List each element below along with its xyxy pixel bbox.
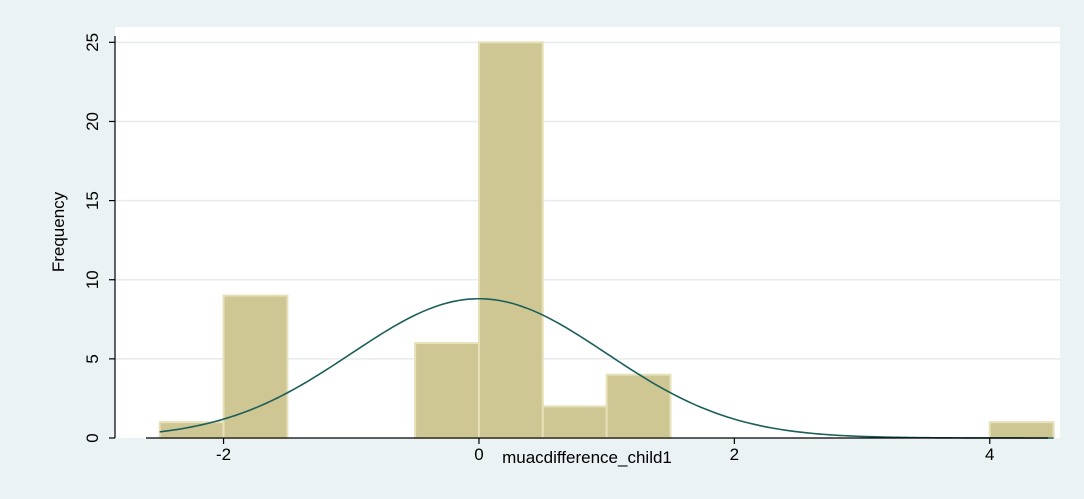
x-tick-label-2: 2 <box>730 445 739 464</box>
histogram-bar-4 <box>541 405 608 440</box>
y-tick-label-0: 0 <box>83 433 102 442</box>
histogram-bar-5 <box>605 373 672 439</box>
y-tick-label-10: 10 <box>83 270 102 289</box>
x-tick-label--2: -2 <box>216 445 231 464</box>
histogram-bars <box>158 41 1055 440</box>
x-tick-label-4: 4 <box>985 445 994 464</box>
histogram-bar-3 <box>477 41 544 439</box>
histogram-bar-2 <box>414 342 480 439</box>
y-axis-title: Frequency <box>49 191 68 272</box>
y-tick-label-25: 25 <box>83 33 102 52</box>
y-tick-label-5: 5 <box>83 354 102 363</box>
histogram-bar-1 <box>222 294 289 439</box>
y-axis-ticks: 0 5 10 15 20 25 <box>83 33 115 443</box>
x-axis-title: muacdifference_child1 <box>502 448 672 467</box>
y-tick-label-15: 15 <box>83 191 102 210</box>
histogram-bar-6 <box>988 421 1055 439</box>
y-tick-label-20: 20 <box>83 112 102 131</box>
x-axis-ticks: -2 0 2 4 <box>216 438 994 464</box>
x-tick-label-0: 0 <box>474 445 483 464</box>
